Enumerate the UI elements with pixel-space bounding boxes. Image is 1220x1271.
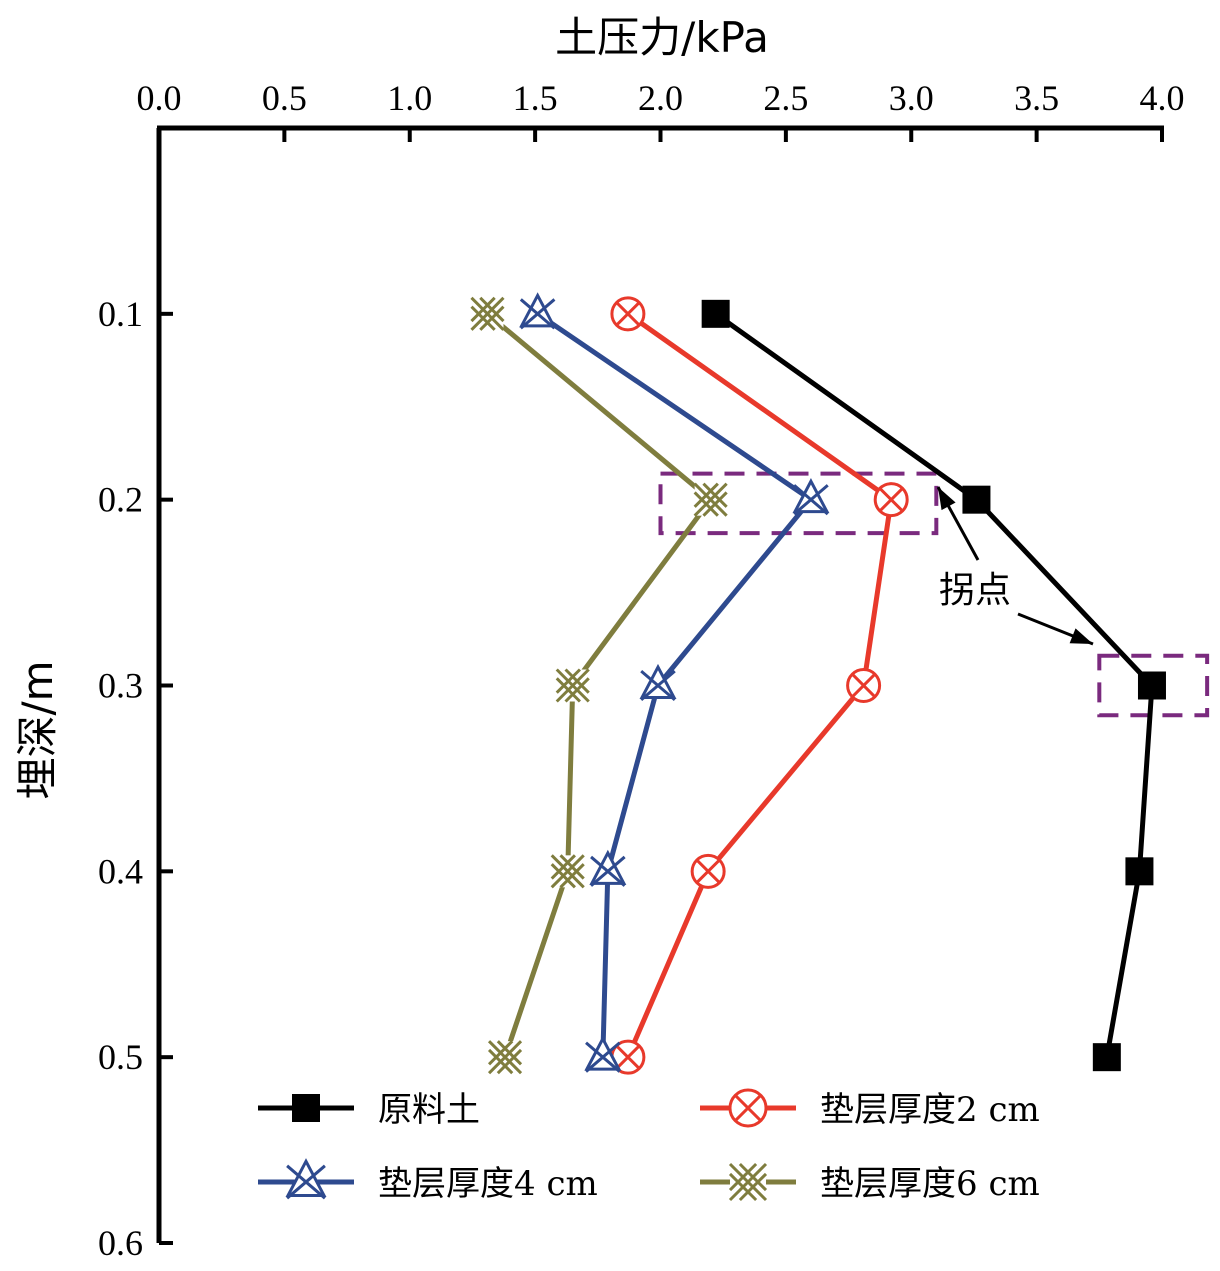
- series-group: [470, 292, 1166, 1075]
- data-point: [1092, 1043, 1121, 1072]
- legend: 原料土 垫层厚度2 cm 垫层厚度4 cm 垫层厚度6 cm: [240, 1076, 1120, 1214]
- data-point: [555, 668, 590, 703]
- y-tick-label: 0.5: [98, 1037, 143, 1077]
- x-axis-title: 土压力/kPa: [555, 13, 769, 62]
- legend-label: 垫层厚度6 cm: [820, 1164, 1040, 1204]
- data-point: [792, 478, 830, 516]
- y-tick-label: 0.6: [98, 1223, 143, 1263]
- x-tick-label: 1.0: [387, 78, 432, 118]
- series-1: [610, 296, 909, 1075]
- y-tick-label: 0.3: [98, 666, 143, 706]
- data-point: [487, 1040, 523, 1075]
- data-point: [962, 485, 991, 514]
- x-tick-label: 4.0: [1140, 78, 1185, 118]
- legend-item: 垫层厚度4 cm: [258, 1158, 598, 1204]
- data-point: [550, 854, 585, 889]
- annotation-label: 拐点: [939, 570, 1011, 611]
- legend-item: 垫层厚度6 cm: [700, 1162, 1040, 1204]
- y-tick-label: 0.1: [98, 294, 143, 334]
- data-point: [292, 1094, 320, 1122]
- legend-item: 垫层厚度2 cm: [700, 1088, 1040, 1130]
- data-point: [589, 849, 627, 887]
- data-point: [728, 1162, 768, 1202]
- y-tick-label: 0.4: [98, 851, 143, 891]
- x-tick-label: 3.5: [1014, 78, 1059, 118]
- y-tick-label: 0.2: [98, 480, 143, 520]
- series-line: [714, 311, 1155, 1058]
- data-point: [728, 1088, 768, 1128]
- data-point: [873, 482, 909, 518]
- inflection-box: [1097, 653, 1210, 718]
- x-tick-label: 2.5: [763, 78, 808, 118]
- axes: 0.0 0.5 1.0 1.5 2.0 2.5 3.0 3.5 4.0 0.1 0.2 0.3 0.4 0…: [98, 78, 1185, 1263]
- legend-label: 原料土: [378, 1090, 480, 1130]
- series-3: [470, 296, 728, 1075]
- data-point: [846, 668, 882, 703]
- plot-root: 0.0 0.5 1.0 1.5 2.0 2.5 3.0 3.5 4.0 0.1 0.2 0.3 0.4 0…: [13, 13, 1210, 1263]
- x-tick-label: 2.0: [638, 78, 683, 118]
- data-point: [639, 663, 677, 702]
- y-axis-title: 埋深/m: [13, 660, 62, 799]
- legend-label: 垫层厚度2 cm: [820, 1090, 1040, 1130]
- data-point: [285, 1158, 327, 1200]
- data-point: [470, 296, 505, 331]
- annotation-boxes: [658, 471, 1210, 718]
- annotation-arrow: [1017, 612, 1094, 646]
- data-point: [693, 482, 728, 517]
- annotation-arrow: [936, 486, 980, 561]
- data-point: [519, 292, 557, 330]
- data-point: [584, 1035, 622, 1073]
- legend-item: 原料土: [258, 1090, 480, 1130]
- data-point: [1137, 671, 1166, 700]
- inflection-box: [658, 471, 939, 536]
- legend-background: [240, 1076, 1120, 1214]
- series-0: [701, 299, 1166, 1072]
- data-point: [701, 299, 730, 328]
- x-tick-label: 0.5: [262, 78, 307, 118]
- x-tick-label: 1.5: [513, 78, 558, 118]
- data-point: [690, 853, 726, 889]
- x-tick-label: 0.0: [137, 78, 182, 118]
- x-tick-label: 3.0: [889, 78, 934, 118]
- data-point: [610, 296, 646, 332]
- annotation-arrows: [936, 486, 1094, 646]
- series-2: [519, 292, 830, 1073]
- data-point: [1125, 857, 1154, 886]
- data-point: [610, 1039, 646, 1075]
- legend-label: 垫层厚度4 cm: [378, 1164, 598, 1204]
